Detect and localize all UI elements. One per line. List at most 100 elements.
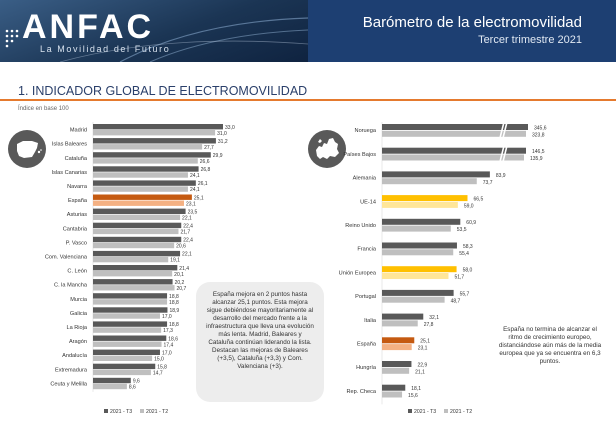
- legend-label-t2-right: 2021 - T2: [450, 409, 472, 415]
- bar-t2-espana: [93, 200, 184, 206]
- bar-t2-murcia: [93, 299, 168, 305]
- bar-t2-asturias: [93, 214, 181, 220]
- legend-swatch-t2-right: [444, 409, 448, 413]
- bar-t2-francia: [382, 249, 454, 256]
- value-label-t3-espana: 25,1: [420, 339, 430, 345]
- bar-t2-alemania: [382, 178, 477, 185]
- category-label-espana: España: [357, 342, 377, 348]
- bar-t3-murcia: [93, 293, 168, 299]
- value-label-t3-com-valenciana: 22,1: [182, 252, 192, 258]
- category-label-espana: España: [68, 198, 88, 204]
- europe-map-icon: [308, 130, 346, 168]
- bar-t3-islas-canarias: [93, 166, 199, 172]
- category-label-asturias: Asturias: [67, 212, 87, 218]
- bar-t2-andalucia: [93, 355, 153, 361]
- legend-swatch-t3-right: [408, 409, 412, 413]
- value-label-t3-andalucia: 17,0: [162, 350, 172, 356]
- value-label-t3-ceuta-y-melilla: 9,6: [133, 379, 140, 385]
- road-lights-decoration: [59, 17, 308, 62]
- category-label-navarra: Navarra: [67, 184, 88, 190]
- bar-t3-navarra: [93, 180, 196, 186]
- bar-t2-extremadura: [93, 369, 151, 376]
- value-label-t3-cataluna: 29,9: [213, 153, 223, 159]
- bar-t3-rep-checa: [382, 384, 406, 391]
- value-label-t3-paises-bajos: 146,5: [532, 149, 545, 155]
- category-label-francia: Francia: [357, 247, 377, 253]
- value-label-t3-extremadura: 15,8: [157, 365, 167, 371]
- value-label-t3-c-leon: 21,4: [179, 266, 189, 272]
- value-label-t2-com-valenciana: 19,1: [170, 258, 180, 264]
- bar-t2-ceuta-y-melilla: [93, 383, 127, 390]
- value-label-t2-c-leon: 20,1: [174, 272, 184, 278]
- regional-note: España mejora en 2 puntos hasta alcanzar…: [196, 282, 324, 402]
- legend-label-t2: 2021 - T2: [146, 409, 168, 415]
- value-label-t3-madrid: 33,0: [225, 125, 235, 131]
- value-label-t2-extremadura: 14,7: [153, 371, 163, 377]
- bar-t3-galicia: [93, 307, 168, 313]
- value-label-t2-ue-14: 59,0: [464, 204, 474, 210]
- category-label-andalucia: Andalucía: [62, 353, 88, 359]
- category-label-noruega: Noruega: [355, 128, 377, 134]
- bar-t3-portugal: [382, 289, 454, 296]
- value-label-t2-aragon: 17,4: [164, 342, 174, 348]
- value-label-t3-navarra: 26,1: [198, 181, 208, 187]
- bar-t3-francia: [382, 242, 457, 249]
- value-label-t3-aragon: 18,6: [168, 336, 178, 342]
- value-label-t2-union-europea: 51,7: [454, 275, 464, 281]
- bar-t3-islas-baleares: [93, 138, 216, 144]
- spain-map-icon: [8, 130, 46, 168]
- value-label-t2-asturias: 22,1: [182, 215, 192, 221]
- banner-photo: ANFAC La Movilidad del Futuro: [0, 0, 308, 62]
- value-label-t2-madrid: 31,0: [217, 131, 227, 137]
- value-label-t2-reino-unido: 53,5: [457, 227, 467, 233]
- bar-t3-ceuta-y-melilla: [93, 377, 131, 384]
- bar-t3-andalucia: [93, 349, 160, 355]
- category-label-cataluna: Cataluña: [65, 156, 88, 162]
- bar-t3-italia: [382, 313, 424, 320]
- bar-t3-com-valenciana: [93, 250, 181, 257]
- value-label-t3-portugal: 55,7: [460, 291, 470, 297]
- value-label-t2-noruega: 323,8: [532, 132, 545, 138]
- category-label-hungria: Hungría: [356, 365, 377, 371]
- bar-t2-la-rioja: [93, 327, 162, 333]
- value-label-t2-francia: 55,4: [459, 251, 469, 257]
- bar-t3-extremadura: [93, 363, 156, 370]
- value-label-t3-espana: 25,1: [194, 195, 204, 201]
- value-label-t2-portugal: 48,7: [451, 298, 461, 304]
- category-label-union-europea: Unión Europea: [339, 270, 377, 276]
- value-label-t3-asturias: 23,5: [188, 209, 198, 215]
- value-label-t2-cantabria: 21,7: [180, 230, 190, 236]
- bar-t2-islas-baleares: [93, 144, 203, 150]
- bar-t3-espana: [93, 194, 192, 200]
- bar-t2-cataluna: [93, 158, 198, 164]
- value-label-t3-noruega: 345,6: [534, 125, 547, 131]
- bar-t3-la-rioja: [93, 321, 168, 327]
- value-label-t3-c-la-mancha: 20,2: [175, 280, 185, 286]
- value-label-t2-murcia: 18,8: [169, 300, 179, 306]
- bar-t3-espana: [382, 337, 415, 344]
- bar-t3-paises-bajos: [382, 147, 526, 154]
- value-label-t2-paises-bajos: 135,9: [530, 156, 543, 162]
- value-label-t2-p-vasco: 20,6: [176, 244, 186, 250]
- category-label-madrid: Madrid: [70, 128, 87, 134]
- category-label-islas-canarias: Islas Canarias: [52, 170, 88, 176]
- bar-t2-hungria: [382, 367, 410, 374]
- banner-title-panel: Barómetro de la electromovilidad Tercer …: [308, 0, 616, 62]
- legend-label-t3: 2021 - T3: [110, 409, 132, 415]
- category-label-ceuta-y-melilla: Ceuta y Melilla: [50, 381, 88, 387]
- report-title: Barómetro de la electromovilidad: [362, 14, 582, 31]
- value-label-t2-espana: 23,1: [186, 201, 196, 207]
- category-label-italia: Italia: [364, 318, 377, 324]
- bar-t2-aragon: [93, 341, 162, 347]
- bar-t2-c-leon: [93, 271, 173, 277]
- section-divider: [0, 99, 616, 101]
- value-label-t2-islas-canarias: 24,1: [190, 173, 200, 179]
- category-label-alemania: Alemania: [353, 176, 377, 182]
- european-note: España no termina de alcanzar el ritmo d…: [498, 326, 602, 365]
- section-title: 1. INDICADOR GLOBAL DE ELECTROMOVILIDAD: [18, 84, 308, 98]
- value-label-t3-galicia: 18,9: [169, 308, 179, 314]
- header-banner: ANFAC La Movilidad del Futuro Barómetro …: [0, 0, 616, 62]
- bar-t2-reino-unido: [382, 225, 451, 232]
- value-label-t3-la-rioja: 18,8: [169, 322, 179, 328]
- value-label-t2-italia: 27,8: [424, 322, 434, 328]
